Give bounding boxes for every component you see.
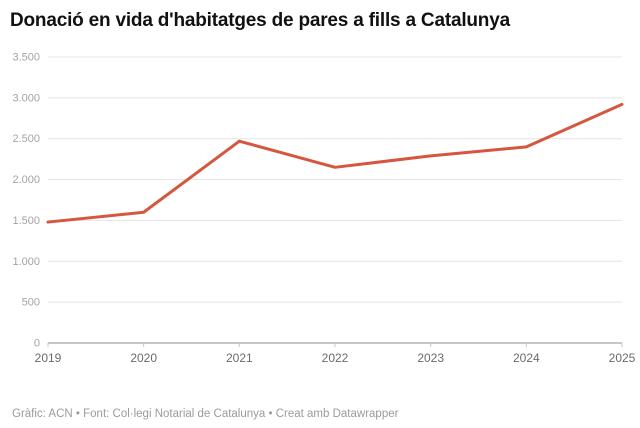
svg-text:1.000: 1.000 (12, 256, 40, 268)
svg-text:2025: 2025 (609, 351, 636, 365)
svg-text:3.000: 3.000 (12, 92, 40, 104)
svg-text:2022: 2022 (322, 351, 349, 365)
chart-area: 0 500 1.000 1.500 2.000 2.500 3.000 3.500 2019 20… (10, 45, 635, 377)
svg-text:3.500: 3.500 (12, 51, 40, 63)
svg-text:2.000: 2.000 (12, 174, 40, 186)
chart-title: Donació en vida d'habitatges de pares a … (10, 10, 510, 31)
svg-text:2021: 2021 (226, 351, 253, 365)
svg-text:1.500: 1.500 (12, 215, 40, 227)
svg-text:2023: 2023 (417, 351, 444, 365)
svg-text:2.500: 2.500 (12, 133, 40, 145)
svg-text:2020: 2020 (130, 351, 157, 365)
svg-text:2019: 2019 (35, 351, 62, 365)
line-chart-svg: 0 500 1.000 1.500 2.000 2.500 3.000 3.500 2019 20… (12, 51, 635, 365)
svg-text:500: 500 (22, 296, 40, 308)
svg-text:2024: 2024 (513, 351, 540, 365)
svg-text:0: 0 (34, 337, 40, 349)
chart-footer-note: Gràfic: ACN • Font: Col·legi Notarial de… (12, 408, 399, 420)
